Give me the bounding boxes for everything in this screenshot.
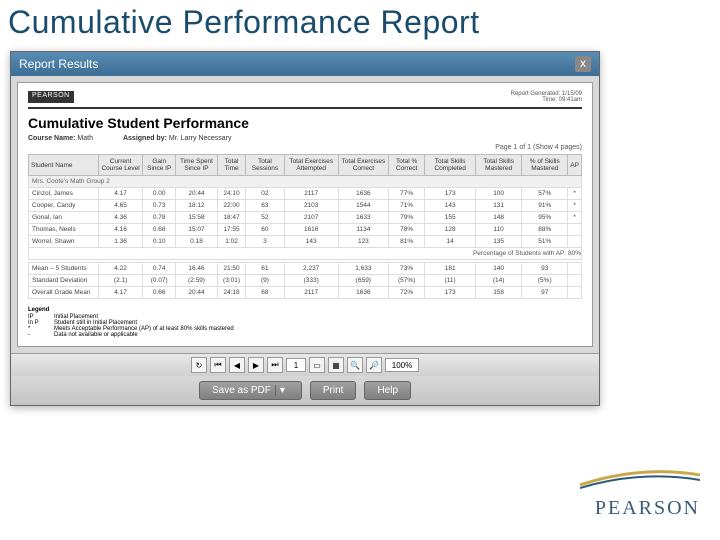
single-page-icon[interactable]: ▭ (309, 357, 325, 373)
assigned-value: Mr. Larry Necessary (169, 135, 232, 142)
logo-swoosh-icon (580, 460, 700, 490)
col-header: Total Exercises Attempted (284, 155, 338, 176)
modal-header: Report Results x (11, 52, 599, 76)
col-header: Time Spent Since IP (176, 155, 217, 176)
performance-table: Student NameCurrent Course LevelGain Sin… (28, 154, 582, 299)
course-label: Course Name: (28, 135, 75, 142)
modal-body: PEARSON Report Generated: 1/15/09 Time: … (11, 76, 599, 353)
last-page-icon[interactable]: ⏭ (267, 357, 283, 373)
col-header: Total Time (217, 155, 246, 176)
viewer-toolbar: ↻ ⏮ ◀ ▶ ⏭ ▭ ▦ 🔍 🔎 (11, 353, 599, 376)
prev-page-icon[interactable]: ◀ (229, 357, 245, 373)
pearson-logo: PEARSON (580, 460, 700, 520)
slide-title: Cumulative Performance Report (0, 0, 720, 51)
summary-row: Mean – 5 Students4.220.7416.4621:50612,2… (29, 263, 582, 275)
zoom-input[interactable] (385, 358, 419, 372)
report-document: PEARSON Report Generated: 1/15/09 Time: … (17, 82, 593, 347)
close-button[interactable]: x (575, 56, 591, 72)
multi-page-icon[interactable]: ▦ (328, 357, 344, 373)
help-button[interactable]: Help (364, 381, 411, 400)
student-row: Gonal, Ian4.360.7815:5818:47522107163379… (29, 212, 582, 224)
col-header: Total Skills Mastered (475, 155, 521, 176)
legend: Legend IPInitial PlacementIn PStudent st… (28, 307, 582, 338)
col-header: Total % Correct (388, 155, 424, 176)
page-number-input[interactable] (286, 358, 306, 372)
group-row: Mrs. Coote's Math Group 2 (29, 176, 582, 188)
col-header: Total Sessions (246, 155, 284, 176)
save-pdf-button[interactable]: Save as PDF▾ (199, 381, 302, 400)
student-row: Thomas, Neels4.160.6815:0717:55601616113… (29, 224, 582, 236)
col-header: Total Exercises Correct (338, 155, 388, 176)
col-header: Gain Since IP (143, 155, 176, 176)
col-header: Total Skills Completed (425, 155, 476, 176)
modal-title: Report Results (19, 57, 98, 71)
legend-title: Legend (28, 307, 582, 313)
zoom-in-icon[interactable]: 🔎 (366, 357, 382, 373)
first-page-icon[interactable]: ⏮ (210, 357, 226, 373)
student-row: Cooper, Candy4.650.7318:1222:00632103154… (29, 200, 582, 212)
col-header: % of Skills Mastered (522, 155, 568, 176)
generated-time: Time: 09:41am (511, 97, 582, 103)
student-row: Worrel, Shawn1.360.100.181:02314312381%1… (29, 236, 582, 248)
page-indicator: Page 1 of 1 (Show 4 pages) (28, 144, 582, 151)
summary-row: Overall Grade Mean4.170.6620:4424:186821… (29, 287, 582, 299)
legend-item: -Data not available or applicable (28, 332, 582, 338)
logo-text: PEARSON (580, 497, 700, 520)
course-value: Math (77, 135, 93, 142)
save-dropdown-icon[interactable]: ▾ (275, 385, 289, 396)
col-header: Student Name (29, 155, 99, 176)
next-page-icon[interactable]: ▶ (248, 357, 264, 373)
student-row: Cinzol, James4.170.0020:4424:10022117163… (29, 188, 582, 200)
action-bar: Save as PDF▾ Print Help (11, 376, 599, 405)
report-modal: Report Results x PEARSON Report Generate… (10, 51, 600, 406)
zoom-out-icon[interactable]: 🔍 (347, 357, 363, 373)
report-title: Cumulative Student Performance (28, 115, 582, 131)
pearson-brand-badge: PEARSON (28, 91, 74, 103)
print-button[interactable]: Print (310, 381, 357, 400)
col-header: Current Course Level (99, 155, 143, 176)
summary-row: Standard Deviation(2.1)(0.07)(2:59)(3:01… (29, 275, 582, 287)
refresh-icon[interactable]: ↻ (191, 357, 207, 373)
assigned-label: Assigned by: (123, 135, 167, 142)
col-header: AP (568, 155, 582, 176)
pct-row: Percentage of Students with AP: 80% (29, 248, 582, 260)
